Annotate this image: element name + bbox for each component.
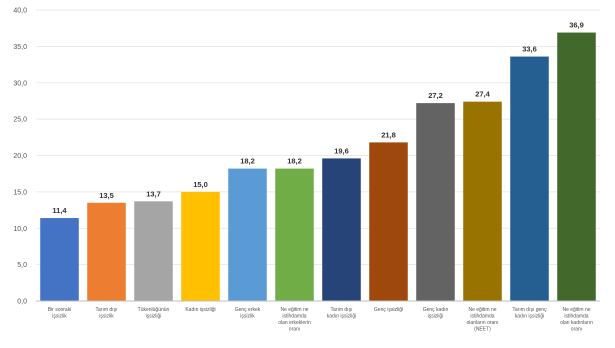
x-tick-label: Genç erkek işsizlik [235, 307, 261, 320]
bar [463, 101, 502, 301]
x-tick-label: Tükenlüğünün işsizliği [138, 307, 170, 320]
x-tick-label: Genç kadın işsizliği [423, 307, 449, 320]
data-label: 18,2 [287, 157, 302, 166]
bar [40, 218, 79, 301]
data-labels: 11,4 13,5 13,7 15,0 18,2 18,2 19,6 21,8 27,2 27,4… [52, 21, 583, 216]
x-axis: Bir sonraki işsizlik Tarım dışı işsizlik Tük… [36, 300, 600, 333]
x-tick-label: Ne eğitim ne istihdamda olan kadınların ora… [560, 307, 593, 333]
y-tick-label: 0,0 [17, 299, 27, 306]
x-tick-label: Ne eğitim ne istihdamda olan erkeklerin ora… [278, 307, 311, 333]
bar [416, 103, 455, 302]
x-tick-label: Kadın işsizliği [185, 307, 215, 313]
bar [87, 202, 126, 301]
y-tick-label: 20,0 [13, 153, 27, 160]
bar [322, 158, 361, 301]
x-tick-label: Tarım dışı işsizlik [96, 307, 118, 320]
bar [181, 191, 220, 301]
data-label: 18,2 [240, 157, 255, 166]
data-label: 36,9 [569, 21, 584, 30]
bar [510, 56, 549, 302]
x-tick-label: Bir sonraki işsizlik [48, 307, 72, 320]
data-label: 15,0 [193, 180, 208, 189]
bar [369, 142, 408, 301]
data-label: 13,5 [99, 191, 114, 200]
y-tick-label: 25,0 [13, 117, 27, 124]
x-tick-label: Ne eğitim ne istihdamda olanların oranı (NE… [467, 307, 499, 333]
y-tick-label: 40,0 [13, 8, 27, 15]
y-tick-label: 5,0 [17, 262, 27, 269]
bars [40, 32, 596, 302]
data-label: 27,4 [475, 90, 490, 99]
data-label: 11,4 [52, 206, 67, 215]
x-tick-label: Genç işsizliği [374, 307, 403, 313]
bar [557, 32, 596, 302]
x-tick-label: Tarım dışı kadın işsizliği [327, 307, 356, 320]
data-label: 27,2 [428, 91, 443, 100]
y-tick-label: 35,0 [13, 44, 27, 51]
data-label: 33,6 [522, 45, 537, 54]
gridlines [36, 9, 600, 266]
bar [228, 168, 267, 301]
x-tick-label: Tarım dışı genç kadın işsizliği [512, 307, 547, 320]
data-label: 13,7 [146, 189, 161, 198]
data-label: 21,8 [381, 130, 396, 139]
y-tick-label: 15,0 [13, 189, 27, 196]
bar [134, 201, 173, 301]
y-axis: 0,0 5,0 10,0 15,0 20,0 25,0 30,0 35,0 40,0 [13, 8, 27, 306]
data-label: 19,6 [334, 146, 349, 155]
y-tick-label: 30,0 [13, 80, 27, 87]
y-tick-label: 10,0 [13, 226, 27, 233]
bar [275, 168, 314, 301]
